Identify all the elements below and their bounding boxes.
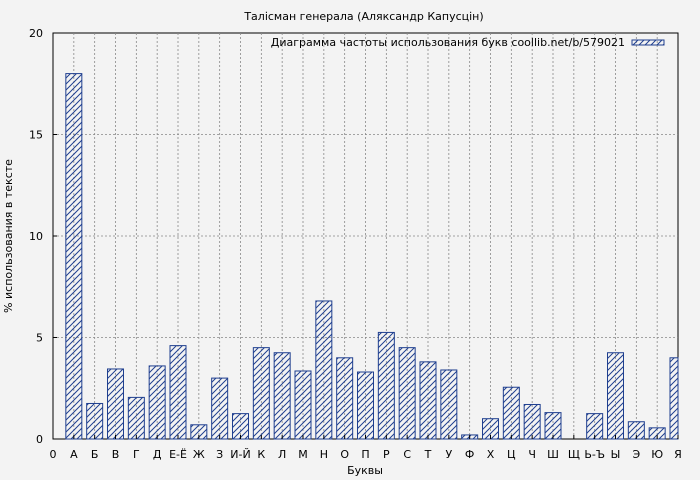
x-tick-label: С [403,448,411,461]
x-tick-label: 0 [50,448,57,461]
bar [169,345,187,440]
bar [294,370,312,440]
x-tick-label: Л [278,448,286,461]
bar [127,396,145,440]
bar [315,300,333,440]
x-tick-label: Ц [507,448,516,461]
bar [336,357,354,440]
bar [357,371,374,440]
x-tick-label: Е-Ё [169,448,187,461]
bar [377,331,395,440]
x-tick-label: К [257,448,265,461]
x-tick-label: Ю [651,448,663,461]
x-tick-label: Д [153,448,162,461]
y-axis-label: % использования в тексте [2,159,15,313]
bar [252,347,270,440]
bar [211,377,229,440]
y-tick-label: 0 [36,433,43,446]
bar [419,361,437,440]
bar [523,403,541,440]
x-tick-label: А [70,448,78,461]
x-tick-label: Х [487,448,495,461]
bars [65,73,679,440]
x-tick-label: И-Й [230,448,250,461]
bar [440,369,458,440]
y-tick-label: 15 [29,129,43,142]
x-tick-label: П [361,448,369,461]
x-tick-label: Ш [547,448,559,461]
x-tick-label: Ь-Ъ [584,448,605,461]
y-tick-label: 5 [36,332,43,345]
x-axis-label: Буквы [347,464,383,477]
x-tick-label: Ы [611,448,621,461]
x-tick-label: Ф [465,448,474,461]
bar [148,365,166,440]
y-tick-label: 10 [29,230,43,243]
x-tick-label: Н [320,448,328,461]
bar [273,352,291,440]
x-tick-label: Б [91,448,99,461]
legend-label: Диаграмма частоты использования букв coo… [271,36,625,49]
x-tick-label: О [340,448,349,461]
x-tick-label: Я [674,448,682,461]
x-tick-label: Г [133,448,140,461]
legend: Диаграмма частоты использования букв coo… [271,36,665,49]
x-tick-label: Щ [568,448,580,461]
bar [107,368,124,440]
bar [65,73,83,440]
bar [86,402,104,440]
x-tick-label: М [298,448,308,461]
bar [502,386,520,440]
chart-title: Талісман генерала (Аляксандр Капусцін) [243,10,483,23]
bar [607,352,624,440]
x-tick-label: Э [632,448,640,461]
x-tick-label: Ж [193,448,205,461]
bar [398,347,416,440]
grid-lines [53,33,678,439]
x-tick-label: В [112,448,120,461]
x-tick-label: У [445,448,452,461]
x-tick-label: З [216,448,223,461]
x-tick-label: Ч [528,448,536,461]
legend-swatch [631,39,665,46]
bar [669,357,679,440]
x-tick-label: Р [383,448,390,461]
x-tick-label: Т [424,448,432,461]
y-tick-label: 20 [29,27,43,40]
